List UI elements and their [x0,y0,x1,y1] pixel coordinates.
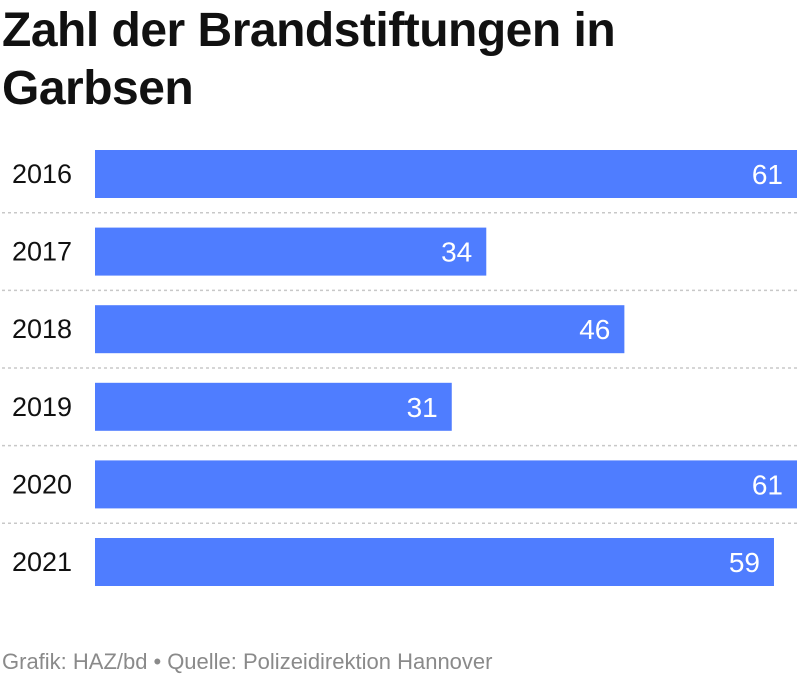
bar-2017 [95,227,487,276]
value-label-2020: 61 [752,469,783,500]
bar-2018 [95,305,625,354]
category-label-2019: 2019 [12,392,72,422]
category-label-2017: 2017 [12,237,72,267]
bar-2021 [95,538,774,586]
bar-2019 [95,382,452,431]
bar-2020 [95,460,797,509]
value-label-2021: 59 [729,547,760,578]
footer-credit: Grafik: HAZ/bd [2,649,148,674]
chart-title: Zahl der Brandstiftungen in Garbsen [2,4,616,115]
chart-footer: Grafik: HAZ/bd • Quelle: Polizeidirektion … [2,648,492,676]
category-label-2021: 2021 [12,547,72,577]
value-label-2019: 31 [407,392,438,423]
bar-2016 [95,150,797,198]
footer-separator: • [153,649,162,674]
value-label-2018: 46 [579,314,610,345]
value-label-2017: 34 [441,237,472,268]
bar-chart: 2016 61 2017 34 2018 46 2019 31 2020 61 2021 59 [2,150,797,586]
category-label-2016: 2016 [12,159,72,189]
value-label-2016: 61 [752,159,783,190]
category-label-2018: 2018 [12,314,72,344]
footer-source: Quelle: Polizeidirektion Hannover [167,649,493,674]
category-label-2020: 2020 [12,469,72,499]
